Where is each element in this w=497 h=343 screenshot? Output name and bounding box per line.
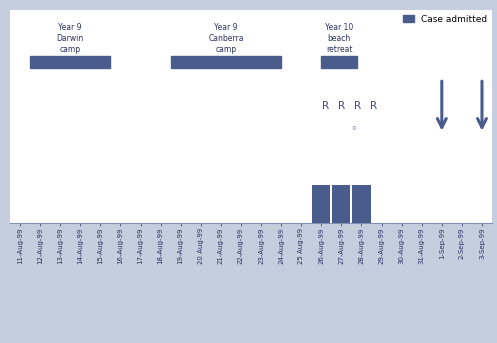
Bar — [352, 185, 370, 223]
Bar — [312, 185, 331, 223]
Text: Year 9
Canberra
camp: Year 9 Canberra camp — [208, 23, 244, 54]
Bar — [170, 56, 281, 68]
Text: R: R — [338, 101, 345, 111]
Text: R: R — [354, 101, 361, 111]
Text: ◦: ◦ — [350, 125, 357, 134]
Legend: Case admitted: Case admitted — [404, 15, 488, 24]
Text: R: R — [322, 101, 329, 111]
Bar — [332, 185, 350, 223]
Text: Year 10
beach
retreat: Year 10 beach retreat — [325, 23, 353, 54]
Bar — [321, 56, 357, 68]
Text: Year 9
Darwin
camp: Year 9 Darwin camp — [57, 23, 84, 54]
Text: R: R — [370, 101, 377, 111]
Bar — [30, 56, 110, 68]
